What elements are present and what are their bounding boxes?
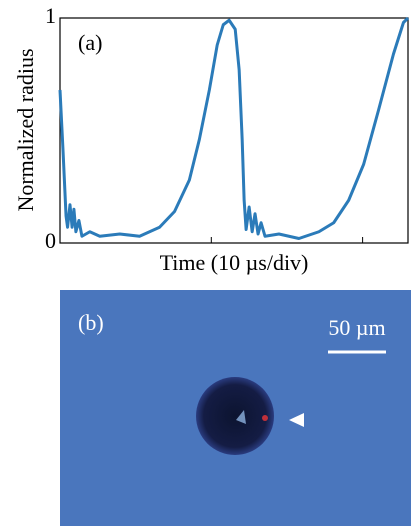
y-axis-label: Normalized radius [13, 48, 38, 211]
image-panel: 50 µm (b) [60, 290, 411, 526]
bubble-core [236, 410, 246, 424]
arrowhead [289, 413, 304, 427]
y-tick-label: 0 [45, 228, 56, 253]
plot-frame [59, 17, 409, 244]
y-tick-label: 1 [45, 3, 56, 28]
x-axis-label: Time (10 µs/div) [160, 250, 309, 275]
pit [196, 377, 274, 455]
panel-label: (b) [78, 310, 104, 335]
red-spot [262, 415, 268, 421]
data-line [58, 16, 410, 240]
scale-label: 50 µm [328, 315, 385, 340]
panel-label: (a) [78, 30, 102, 55]
